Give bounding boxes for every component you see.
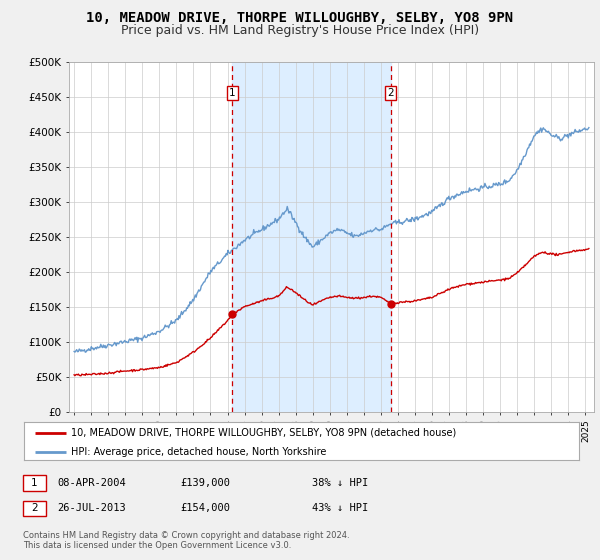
Text: 1: 1 xyxy=(31,478,38,488)
Text: 26-JUL-2013: 26-JUL-2013 xyxy=(57,503,126,514)
Text: 2: 2 xyxy=(387,88,394,98)
Text: Price paid vs. HM Land Registry's House Price Index (HPI): Price paid vs. HM Land Registry's House … xyxy=(121,24,479,36)
Text: HPI: Average price, detached house, North Yorkshire: HPI: Average price, detached house, Nort… xyxy=(71,447,326,457)
Text: Contains HM Land Registry data © Crown copyright and database right 2024.
This d: Contains HM Land Registry data © Crown c… xyxy=(23,531,349,550)
Text: £154,000: £154,000 xyxy=(180,503,230,514)
Text: £139,000: £139,000 xyxy=(180,478,230,488)
Text: 43% ↓ HPI: 43% ↓ HPI xyxy=(312,503,368,514)
Text: 10, MEADOW DRIVE, THORPE WILLOUGHBY, SELBY, YO8 9PN: 10, MEADOW DRIVE, THORPE WILLOUGHBY, SEL… xyxy=(86,11,514,25)
Text: 1: 1 xyxy=(229,88,236,98)
Text: 10, MEADOW DRIVE, THORPE WILLOUGHBY, SELBY, YO8 9PN (detached house): 10, MEADOW DRIVE, THORPE WILLOUGHBY, SEL… xyxy=(71,427,457,437)
Text: 38% ↓ HPI: 38% ↓ HPI xyxy=(312,478,368,488)
Bar xyxy=(232,62,391,412)
Text: 08-APR-2004: 08-APR-2004 xyxy=(57,478,126,488)
Text: 2: 2 xyxy=(31,503,38,514)
